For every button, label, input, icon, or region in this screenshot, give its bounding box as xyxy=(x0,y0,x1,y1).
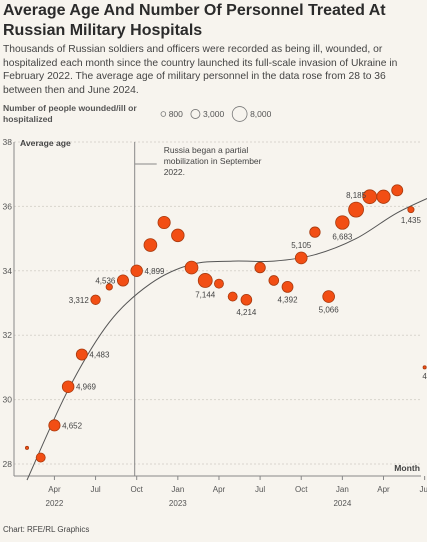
data-label: 4,392 xyxy=(278,295,299,304)
data-point xyxy=(227,291,238,302)
data-point xyxy=(130,264,143,278)
y-tick-label: 28 xyxy=(3,459,13,469)
legend-label-0: 800 xyxy=(169,109,183,119)
data-point xyxy=(240,293,253,306)
data-point xyxy=(24,445,29,450)
legend-circle-2 xyxy=(231,106,248,122)
source-note: Chart: RFE/RL Graphics xyxy=(3,525,90,534)
x-tick-label: Jan xyxy=(171,485,184,494)
data-label: 4,652 xyxy=(62,421,83,430)
legend-circle-0 xyxy=(160,111,167,117)
data-point xyxy=(48,419,61,432)
data-point xyxy=(197,273,213,288)
x-tick-year: 2024 xyxy=(333,499,351,508)
size-legend: Number of people wounded/ill or hospital… xyxy=(3,103,427,133)
scatter-chart: 28 30 32 34 36 38 Apr 2022 Jul Oct Jan 2023 Apr Jul O… xyxy=(0,134,427,522)
data-point xyxy=(294,251,308,265)
trend-line xyxy=(26,198,427,481)
data-label: 5,066 xyxy=(319,305,340,314)
data-point xyxy=(35,452,46,463)
data-label: 5,105 xyxy=(291,241,312,250)
annotation-text: mobilization in September xyxy=(164,156,262,166)
x-axis-label: Month xyxy=(394,463,420,473)
size-legend-title: Number of people wounded/ill or hospital… xyxy=(3,103,137,124)
data-point xyxy=(309,226,321,238)
data-point xyxy=(281,281,294,293)
chart-title: Average Age And Number Of Personnel Trea… xyxy=(3,2,386,39)
data-label: 8,185 xyxy=(346,191,367,200)
y-tick-label: 36 xyxy=(3,201,13,211)
data-point xyxy=(105,283,113,291)
legend-label-1: 3,000 xyxy=(203,109,225,119)
x-tick-label: Jul xyxy=(90,485,100,494)
data-point xyxy=(157,215,171,230)
x-tick-year: 2022 xyxy=(46,499,64,508)
data-label: 4,214 xyxy=(236,308,257,317)
data-point xyxy=(322,290,335,303)
data-point xyxy=(214,278,224,289)
data-point xyxy=(348,201,364,218)
data-label: 4,536 xyxy=(95,276,116,285)
y-tick-label: 32 xyxy=(3,330,13,340)
data-point xyxy=(335,215,350,230)
data-label: 3,312 xyxy=(69,296,90,305)
x-tick-label: Apr xyxy=(377,485,390,494)
x-tick-label: Jul xyxy=(255,485,265,494)
data-point xyxy=(254,261,266,274)
data-point xyxy=(116,274,129,287)
y-tick-label: 34 xyxy=(3,266,13,276)
data-point xyxy=(422,365,427,370)
data-point xyxy=(407,206,415,214)
y-tick-label: 30 xyxy=(3,395,13,405)
legend-circle-1 xyxy=(190,109,201,119)
x-tick-year: 2023 xyxy=(169,499,187,508)
data-label: 4 xyxy=(422,372,427,381)
data-point xyxy=(268,275,280,286)
data-label: 4,899 xyxy=(144,267,165,276)
y-axis-label: Average age xyxy=(20,138,71,148)
data-point xyxy=(171,228,185,243)
chart-subtitle: Thousands of Russian soldiers and office… xyxy=(3,44,398,96)
data-point xyxy=(61,380,75,393)
x-tick-label: Apr xyxy=(213,485,226,494)
y-tick-label: 38 xyxy=(3,137,13,147)
x-tick-label: Jul xyxy=(420,485,427,494)
annotation-text: 2022. xyxy=(164,167,185,177)
data-label: 4,483 xyxy=(89,351,110,360)
data-point xyxy=(143,238,158,252)
data-point xyxy=(184,260,199,275)
data-label: 4,969 xyxy=(76,383,97,392)
x-tick-label: Apr xyxy=(48,485,61,494)
data-point xyxy=(90,294,101,305)
annotation-text: Russia began a partial xyxy=(164,145,249,155)
axes: Apr 2022 Jul Oct Jan 2023 Apr Jul Oct Jan 2024 Apr J… xyxy=(13,142,427,508)
data-point xyxy=(75,348,88,361)
size-legend-marks: 800 3,000 8,000 xyxy=(160,106,272,122)
data-point xyxy=(376,189,391,204)
data-point xyxy=(391,184,404,197)
data-points xyxy=(24,184,427,463)
x-tick-label: Oct xyxy=(295,485,308,494)
legend-label-2: 8,000 xyxy=(250,109,272,119)
x-tick-label: Jan xyxy=(336,485,349,494)
data-label: 1,435 xyxy=(401,216,422,225)
data-labels: 4,652 4,969 4,483 3,312 4,536 4,899 7,144 4,214… xyxy=(62,191,427,430)
data-label: 7,144 xyxy=(195,290,216,299)
x-tick-label: Oct xyxy=(130,485,143,494)
data-label: 6,683 xyxy=(332,232,353,241)
grid-lines: 28 30 32 34 36 38 xyxy=(3,137,421,469)
